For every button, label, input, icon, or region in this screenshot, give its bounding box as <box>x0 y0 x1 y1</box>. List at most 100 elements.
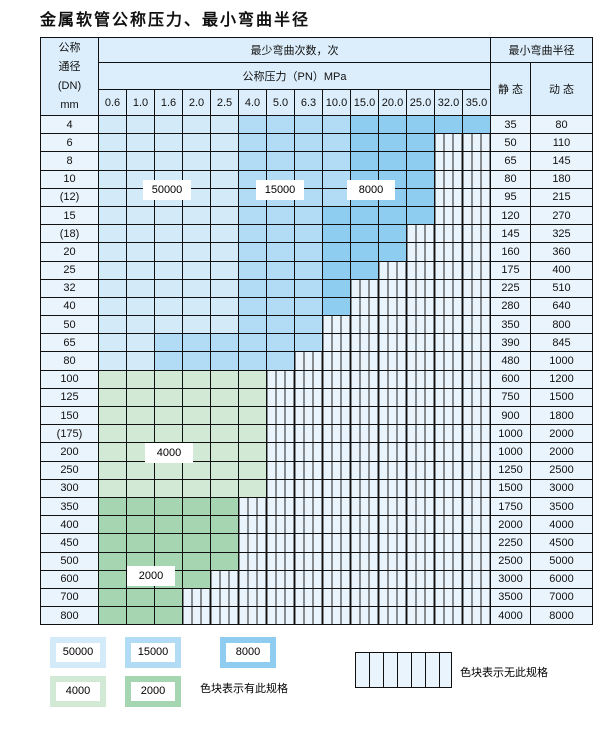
empty-spec-cell <box>434 224 463 244</box>
empty-spec-cell <box>462 496 491 517</box>
spec-cell <box>238 296 267 317</box>
dynamic-radius-cell: 2000 <box>530 424 593 444</box>
spec-cell <box>182 569 211 589</box>
spec-cell <box>294 242 323 262</box>
empty-spec-cell <box>434 587 463 608</box>
empty-spec-cell <box>322 442 351 462</box>
empty-spec-cell <box>350 442 379 462</box>
dynamic-radius-cell: 800 <box>530 315 593 335</box>
spec-cell <box>322 260 351 280</box>
empty-spec-cell <box>406 315 435 335</box>
empty-spec-cell <box>378 387 407 408</box>
empty-spec-cell <box>406 533 435 553</box>
dynamic-radius-cell: 3500 <box>530 496 593 517</box>
empty-spec-cell <box>378 315 407 335</box>
spec-cell <box>406 205 435 226</box>
dynamic-radius-cell: 510 <box>530 278 593 298</box>
empty-spec-cell <box>294 569 323 589</box>
spec-cell <box>126 114 155 135</box>
spec-cell <box>322 224 351 244</box>
pressure-header: 公称压力（PN）MPa <box>98 62 491 90</box>
region-label-2000: 2000 <box>127 566 175 586</box>
spec-cell <box>182 278 211 298</box>
spec-cell <box>98 351 127 371</box>
spec-cell <box>210 114 239 135</box>
empty-spec-cell <box>462 242 491 262</box>
spec-cell <box>378 151 407 171</box>
empty-spec-cell <box>266 387 295 408</box>
empty-spec-cell <box>378 606 407 626</box>
table-row: 6 50 110 <box>40 133 593 153</box>
spec-cell <box>238 333 267 353</box>
spec-cell <box>210 333 239 353</box>
spec-cell <box>210 496 239 517</box>
empty-spec-cell <box>434 515 463 535</box>
empty-spec-cell <box>322 587 351 608</box>
spec-cell <box>126 224 155 244</box>
empty-spec-cell <box>294 478 323 498</box>
table-row: 400 2000 4000 <box>40 515 593 535</box>
empty-spec-cell <box>294 587 323 608</box>
dn-cell: (175) <box>40 424 99 444</box>
spec-cell <box>238 424 267 444</box>
dn-cell: 125 <box>40 387 99 408</box>
empty-spec-cell <box>462 169 491 189</box>
empty-spec-cell <box>406 278 435 298</box>
dn-cell: 600 <box>40 569 99 589</box>
table-row: 700 3500 7000 <box>40 587 593 608</box>
spec-cell <box>182 242 211 262</box>
dn-header-line: 公称 <box>58 41 81 54</box>
dn-cell: 15 <box>40 205 99 226</box>
empty-spec-cell <box>406 260 435 280</box>
empty-spec-cell <box>350 278 379 298</box>
table-row: 250 1250 2500 <box>40 460 593 480</box>
dn-cell: 200 <box>40 442 99 462</box>
empty-spec-cell <box>266 515 295 535</box>
empty-spec-cell <box>378 569 407 589</box>
spec-cell <box>98 587 127 608</box>
empty-spec-cell <box>434 278 463 298</box>
empty-spec-cell <box>294 551 323 571</box>
spec-cell <box>294 224 323 244</box>
spec-cell <box>126 496 155 517</box>
table-row: 10 80 180 <box>40 169 593 189</box>
table-row: 150 900 1800 <box>40 405 593 426</box>
empty-spec-cell <box>378 424 407 444</box>
spec-cell <box>210 260 239 280</box>
spec-cell <box>182 496 211 517</box>
legend-no-spec-text: 色块表示无此规格 <box>460 667 548 679</box>
spec-cell <box>238 387 267 408</box>
spec-cell <box>182 205 211 226</box>
spec-cell <box>154 242 183 262</box>
spec-cell <box>98 460 127 480</box>
empty-spec-cell <box>322 387 351 408</box>
empty-spec-cell <box>322 369 351 389</box>
spec-cell <box>154 606 183 626</box>
empty-spec-cell <box>238 587 267 608</box>
pressure-column-header: 5.0 <box>266 89 295 116</box>
dynamic-radius-cell: 215 <box>530 187 593 207</box>
empty-spec-cell <box>378 278 407 298</box>
static-radius-cell: 225 <box>490 278 531 298</box>
empty-spec-cell <box>406 242 435 262</box>
empty-spec-cell <box>210 587 239 608</box>
dn-cell: 10 <box>40 169 99 189</box>
dynamic-radius-cell: 400 <box>530 260 593 280</box>
empty-spec-cell <box>266 442 295 462</box>
empty-spec-cell <box>294 405 323 426</box>
spec-cell <box>154 460 183 480</box>
static-radius-cell: 1000 <box>490 442 531 462</box>
spec-cell <box>406 169 435 189</box>
spec-cell <box>294 333 323 353</box>
spec-cell <box>462 114 491 135</box>
spec-cell <box>294 315 323 335</box>
empty-spec-cell <box>266 424 295 444</box>
empty-spec-cell <box>434 187 463 207</box>
empty-spec-cell <box>294 533 323 553</box>
empty-spec-cell <box>462 551 491 571</box>
spec-cell <box>154 260 183 280</box>
static-radius-cell: 480 <box>490 351 531 371</box>
empty-spec-cell <box>322 606 351 626</box>
empty-spec-cell <box>462 260 491 280</box>
spec-cell <box>126 133 155 153</box>
